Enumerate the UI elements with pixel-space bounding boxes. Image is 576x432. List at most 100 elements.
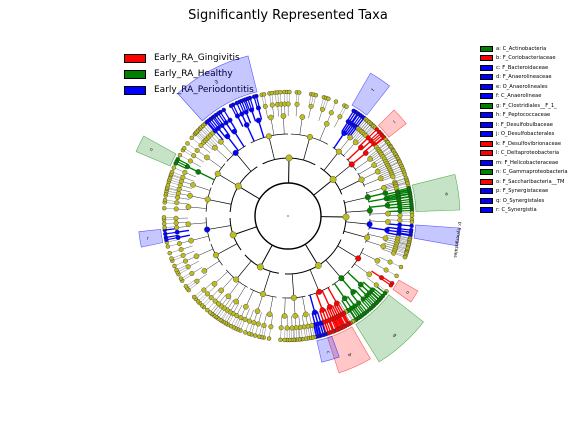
taxon-node (362, 150, 369, 156)
taxon-node (191, 153, 197, 159)
taxon-node (350, 289, 356, 295)
nodes (161, 89, 415, 343)
taxon-node (388, 283, 394, 288)
branch (351, 152, 367, 165)
taxon-node (162, 205, 167, 211)
branch (235, 260, 252, 280)
taxa-swatch (480, 55, 493, 62)
taxon-node (397, 208, 403, 214)
branch (344, 196, 368, 204)
taxon-node (181, 145, 187, 151)
branch (333, 132, 345, 149)
taxon-node (218, 138, 224, 145)
taxon-node (397, 213, 403, 219)
taxon-node (182, 169, 188, 175)
taxon-node (252, 333, 258, 338)
taxon-node (191, 294, 197, 300)
taxon-node (366, 207, 373, 214)
branch (246, 124, 255, 142)
taxa-label: f: C_Anaerolineae (496, 93, 542, 100)
branch (235, 152, 252, 172)
taxon-node (382, 190, 389, 196)
branch (345, 210, 370, 213)
taxon-node (265, 133, 272, 140)
taxon-node (341, 130, 347, 137)
clade-label: g (392, 333, 398, 339)
taxon-node (364, 194, 371, 201)
taxon-node (173, 220, 179, 226)
taxa-label: l: C_Deltaproteobacteria (496, 150, 560, 157)
taxon-node (319, 106, 325, 112)
branch (207, 225, 231, 230)
branch (327, 287, 338, 304)
taxon-node (316, 288, 323, 295)
branch (366, 187, 384, 194)
branch (215, 243, 238, 256)
taxon-node (355, 255, 362, 262)
taxon-node (402, 255, 408, 260)
taxon-node (398, 264, 404, 270)
branch (339, 179, 362, 191)
taxon-node (243, 303, 249, 310)
taxon-node (384, 202, 391, 209)
taxon-node (383, 195, 390, 202)
taxon-node (255, 105, 261, 111)
taxon-node (218, 109, 223, 115)
taxon-node (246, 318, 252, 324)
taxon-node (358, 144, 364, 151)
taxon-node (262, 103, 268, 109)
branch (197, 171, 215, 181)
branch (315, 292, 324, 311)
taxon-node (163, 231, 168, 237)
taxon-node (247, 95, 253, 101)
taxon-node (282, 337, 287, 343)
taxon-node (333, 99, 339, 104)
taxon-node (190, 182, 196, 188)
legend-item-periodontitis: Early_RA_Periodontitis (124, 82, 254, 98)
taxon-node (205, 307, 210, 313)
taxon-node (225, 293, 232, 300)
taxon-node (215, 125, 221, 131)
taxon-node (174, 200, 180, 206)
taxon-node (334, 300, 340, 307)
taxon-node (165, 244, 171, 249)
taxon-node (169, 169, 175, 175)
branch (245, 290, 254, 307)
taxon-node (371, 141, 377, 147)
taxon-node (187, 192, 193, 199)
taxon-node (242, 316, 248, 322)
taxon-node (177, 152, 183, 158)
taxon-node (284, 325, 290, 331)
taxon-node (382, 235, 389, 242)
branch (214, 271, 228, 284)
taxon-node (176, 241, 182, 247)
taxa-swatch (480, 74, 493, 81)
taxon-node (238, 315, 244, 321)
taxon-node (285, 101, 291, 107)
branch (188, 222, 207, 225)
taxon-node (374, 168, 381, 175)
taxa-label: g: F_Clostridiales__F_1_ (496, 102, 557, 109)
taxon-node (208, 295, 214, 301)
branch (323, 151, 340, 171)
branch (319, 123, 327, 141)
taxon-node (201, 287, 207, 293)
taxa-swatch (480, 188, 493, 195)
taxon-node (182, 258, 188, 264)
taxon-node (204, 154, 210, 161)
branch (325, 259, 342, 279)
taxon-node (356, 300, 362, 306)
legend-swatch (124, 53, 146, 63)
taxa-legend-item: c: F_Bacteroidaceae (480, 63, 568, 73)
taxon-node (367, 156, 373, 162)
clade-highlight (355, 294, 424, 363)
taxon-node (326, 304, 333, 310)
taxon-node (189, 270, 195, 276)
clade-label: n (149, 147, 154, 153)
branch (188, 206, 207, 209)
taxa-legend-item: g: F_Clostridiales__F_1_ (480, 101, 568, 111)
branch (217, 173, 239, 187)
taxa-legend-item: d: F_Anaerolineaceae (480, 73, 568, 83)
taxon-node (185, 141, 190, 146)
taxon-node (175, 194, 181, 200)
